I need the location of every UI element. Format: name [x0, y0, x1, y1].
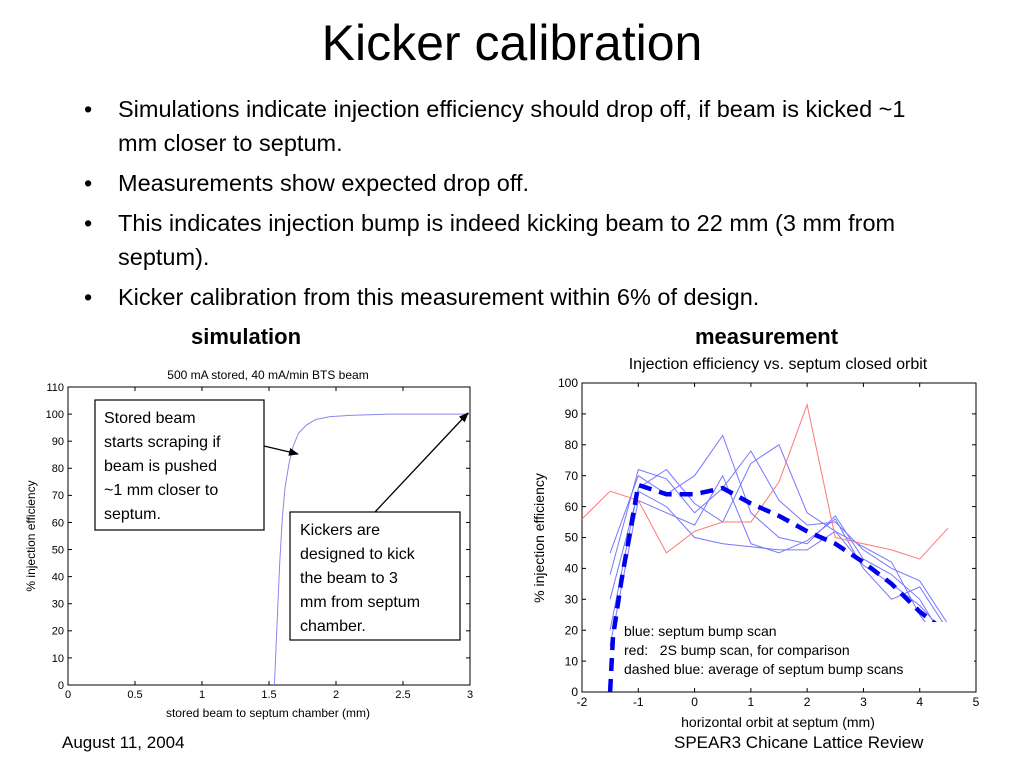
- series-line: [273, 413, 470, 686]
- series-line: [609, 444, 949, 653]
- annotation-line: Kickers are: [300, 522, 380, 539]
- y-axis-label: % injection efficiency: [24, 480, 38, 591]
- x-tick-label: 0: [691, 695, 698, 709]
- series-line: [609, 434, 949, 646]
- annotation-box: [94, 399, 265, 531]
- x-axis-label: stored beam to septum chamber (mm): [166, 706, 370, 720]
- x-tick-label: 4: [916, 695, 923, 709]
- y-tick-label: 20: [52, 626, 64, 638]
- bullet-text: Kicker calibration from this measurement…: [118, 284, 760, 310]
- bullet-list: • Simulations indicate injection efficien…: [84, 92, 944, 320]
- series-group: [273, 413, 470, 686]
- y-tick-label: 70: [565, 469, 579, 483]
- x-tick-label: -2: [577, 695, 588, 709]
- y-tick-label: 20: [565, 623, 579, 637]
- annotation-box: [289, 511, 461, 641]
- annotation-line: the beam to 3: [300, 570, 398, 587]
- x-tick-label: 2: [333, 689, 339, 701]
- annotation-arrow: [263, 445, 299, 456]
- x-tick-label: 2: [804, 695, 811, 709]
- bullet-item: • Kicker calibration from this measuremen…: [84, 280, 944, 314]
- series-group: [581, 402, 950, 693]
- y-tick-label: 80: [52, 463, 64, 475]
- average-series-line: [607, 482, 950, 693]
- y-tick-label: 60: [52, 517, 64, 529]
- bullet-text: Measurements show expected drop off.: [118, 170, 530, 196]
- x-tick-label: 0: [65, 689, 71, 701]
- annotation-text: Stored beam starts scraping if beam is p…: [104, 410, 225, 523]
- x-tick-label: 2.5: [395, 689, 410, 701]
- annotation-line: mm from septum: [300, 594, 420, 611]
- legend: blue: septum bump scan red: 2S bump scan…: [624, 623, 903, 677]
- x-tick-label: 3: [860, 695, 867, 709]
- series-line: [581, 402, 949, 560]
- y-tick-label: 40: [52, 571, 64, 583]
- x-tick-label: 1.5: [261, 689, 276, 701]
- x-tick-label: 1: [748, 695, 755, 709]
- caption-simulation: simulation: [191, 324, 302, 349]
- y-tick-label: 100: [558, 376, 578, 390]
- x-tick-label: -1: [633, 695, 644, 709]
- x-tick-label: 5: [973, 695, 980, 709]
- y-tick-label: 90: [52, 436, 64, 448]
- y-tick-label: 30: [52, 599, 64, 611]
- slide-title: Kicker calibration: [321, 15, 703, 71]
- y-tick-label: 10: [565, 654, 579, 668]
- bullet-item: • Measurements show expected drop off.: [84, 166, 944, 200]
- annotation-arrow: [374, 412, 469, 513]
- chart-title: 500 mA stored, 40 mA/min BTS beam: [167, 368, 368, 382]
- y-axis-label: % injection efficiency: [531, 473, 547, 603]
- annotation-line: beam is pushed: [104, 458, 217, 475]
- annotation-line: chamber.: [300, 618, 366, 635]
- y-tick-label: 100: [46, 409, 64, 421]
- simulation-chart: 500 mA stored, 40 mA/min BTS beam 0 0.5 1 1…: [24, 368, 473, 720]
- y-tick-label: 80: [565, 438, 579, 452]
- footer-date: August 11, 2004: [62, 733, 185, 752]
- bullet-text: This indicates injection bump is indeed …: [118, 210, 896, 270]
- y-tick-label: 30: [565, 593, 579, 607]
- series-line: [609, 474, 949, 646]
- annotation-line: designed to kick: [300, 546, 416, 563]
- y-tick-label: 40: [565, 562, 579, 576]
- bullet-marker: •: [84, 284, 93, 310]
- bullet-text: Simulations indicate injection efficienc…: [118, 96, 906, 156]
- annotation-line: Stored beam: [104, 410, 196, 427]
- series-line: [609, 490, 949, 637]
- y-tick-label: 110: [46, 382, 64, 394]
- bullet-marker: •: [84, 96, 93, 122]
- annotation-text: Kickers are designed to kick the beam to…: [300, 522, 424, 635]
- y-tick-label: 0: [571, 685, 578, 699]
- annotation-line: septum.: [104, 506, 161, 523]
- y-tick-label: 60: [565, 500, 579, 514]
- bullet-marker: •: [84, 170, 93, 196]
- x-tick-label: 3: [467, 689, 473, 701]
- y-tick-label: 10: [52, 653, 64, 665]
- bullet-item: • Simulations indicate injection efficien…: [84, 92, 944, 160]
- legend-background: [619, 622, 974, 680]
- legend-line: red: 2S bump scan, for comparison: [624, 642, 850, 658]
- chart-title: Injection efficiency vs. septum closed o…: [629, 356, 928, 373]
- bullet-marker: •: [84, 210, 93, 236]
- legend-line: dashed blue: average of septum bump scan…: [624, 661, 903, 677]
- x-tick-label: 1: [199, 689, 205, 701]
- series-line: [609, 450, 949, 625]
- y-tick-label: 0: [58, 680, 64, 692]
- legend-line: blue: septum bump scan: [624, 623, 777, 639]
- bullet-item: • This indicates injection bump is indeed…: [84, 206, 944, 274]
- x-tick-label: 0.5: [127, 689, 142, 701]
- y-tick-label: 50: [52, 544, 64, 556]
- footer-title: SPEAR3 Chicane Lattice Review: [674, 733, 924, 752]
- y-tick-label: 50: [565, 531, 579, 545]
- caption-measurement: measurement: [695, 324, 839, 349]
- y-tick-label: 70: [52, 490, 64, 502]
- x-axis-label: horizontal orbit at septum (mm): [681, 714, 875, 730]
- y-tick-label: 90: [565, 407, 579, 421]
- measurement-chart: Injection efficiency vs. septum closed o…: [531, 356, 980, 730]
- annotation-line: starts scraping if: [104, 434, 221, 451]
- annotation-line: ~1 mm closer to: [104, 482, 218, 499]
